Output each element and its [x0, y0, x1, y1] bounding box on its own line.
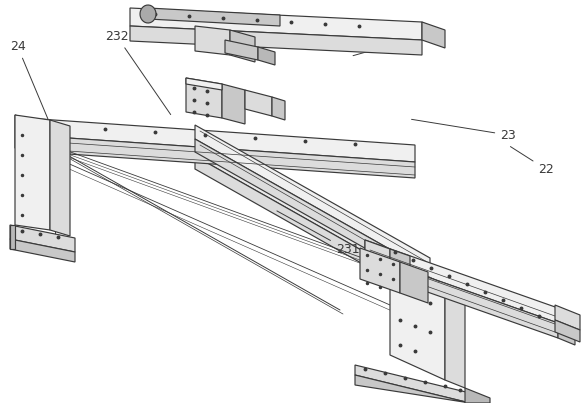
Polygon shape — [555, 320, 580, 342]
Polygon shape — [15, 115, 25, 151]
Polygon shape — [222, 84, 245, 124]
Polygon shape — [140, 5, 156, 23]
Polygon shape — [50, 120, 70, 236]
Text: 231: 231 — [277, 211, 359, 256]
Polygon shape — [422, 22, 445, 48]
Polygon shape — [272, 97, 285, 120]
Polygon shape — [360, 248, 400, 293]
Polygon shape — [390, 255, 445, 380]
Polygon shape — [148, 8, 280, 26]
Text: 22: 22 — [510, 147, 554, 176]
Polygon shape — [10, 225, 75, 252]
Polygon shape — [225, 40, 258, 60]
Polygon shape — [130, 8, 422, 40]
Polygon shape — [130, 26, 422, 55]
Polygon shape — [195, 156, 430, 302]
Polygon shape — [390, 249, 410, 282]
Text: 232: 232 — [105, 30, 171, 114]
Polygon shape — [365, 255, 558, 338]
Polygon shape — [558, 308, 575, 345]
Text: 23: 23 — [412, 119, 516, 141]
Polygon shape — [186, 78, 222, 118]
Polygon shape — [15, 115, 50, 230]
Polygon shape — [25, 118, 415, 162]
Polygon shape — [195, 142, 430, 289]
Polygon shape — [258, 47, 275, 65]
Polygon shape — [465, 388, 490, 403]
Polygon shape — [365, 240, 390, 275]
Text: 21: 21 — [353, 32, 422, 56]
Polygon shape — [230, 30, 255, 62]
Polygon shape — [195, 139, 430, 285]
Polygon shape — [400, 262, 428, 303]
Polygon shape — [195, 125, 430, 272]
Polygon shape — [245, 90, 272, 116]
Polygon shape — [25, 135, 415, 178]
Polygon shape — [355, 365, 470, 403]
Polygon shape — [186, 78, 222, 90]
Polygon shape — [195, 26, 230, 55]
Polygon shape — [445, 280, 465, 388]
Polygon shape — [555, 305, 580, 330]
Polygon shape — [10, 239, 75, 262]
Text: 24: 24 — [10, 40, 54, 135]
Polygon shape — [10, 225, 15, 249]
Polygon shape — [365, 240, 558, 323]
Polygon shape — [355, 375, 470, 403]
